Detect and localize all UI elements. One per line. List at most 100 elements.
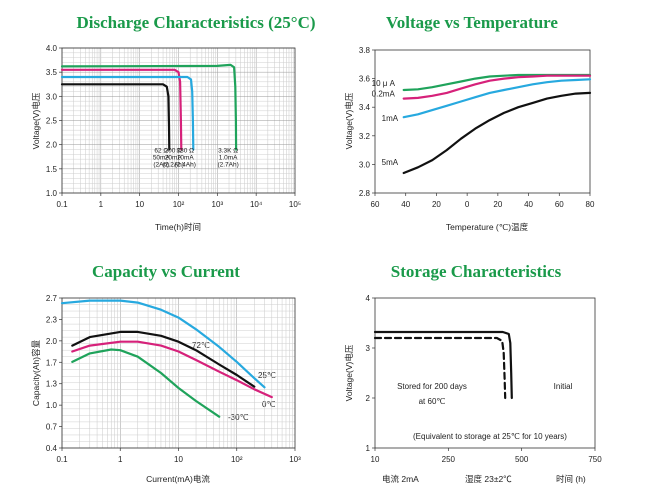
y-tick-label: 3 [366, 344, 371, 353]
y-tick-label: 2.3 [46, 315, 58, 324]
discharge-curve-label: 10mA [177, 155, 195, 162]
chart3-title: Capacity vs Current [92, 262, 240, 281]
y-tick-label: 2.0 [46, 141, 58, 150]
series-line [60, 83, 171, 151]
x-tick-label: 10³ [212, 200, 224, 209]
storage-footer-time: 时间 (h) [556, 474, 586, 484]
chart4-ylabel: Voltage(V)电压 [344, 344, 354, 401]
discharge-curve-label: 1.0mA [219, 155, 238, 162]
x-tick-label: 10³ [289, 455, 301, 464]
y-tick-label: 1.7 [46, 358, 58, 367]
y-tick-label: 2.5 [46, 117, 58, 126]
y-tick-label: 1.3 [46, 380, 58, 389]
x-tick-label: 10 [135, 200, 144, 209]
chart1-xlabel: Time(h)时间 [155, 222, 201, 232]
y-tick-label: 3.8 [359, 46, 371, 55]
x-tick-label: 10² [173, 200, 185, 209]
series-line [373, 330, 513, 400]
discharge-curve-label: 3.3K Ω [218, 148, 238, 155]
series-label: 10 μ A [372, 79, 396, 88]
x-tick-label: 10 [371, 455, 380, 464]
storage-annotation-initial: Initial [554, 382, 573, 391]
discharge-curve-label: (2.2Ah) [163, 162, 184, 169]
chart2-plot: 60 40 20 0 20 40 60 80 2.8 3.0 3.2 3.4 3.6 3.8 10 μ A 0… [359, 46, 595, 209]
series-line [71, 330, 256, 388]
y-tick-label: 0.4 [46, 444, 58, 453]
x-tick-label: 0.1 [56, 200, 68, 209]
x-tick-label: 60 [555, 200, 564, 209]
storage-footer-humidity: 湿度 23±2℃ [465, 474, 512, 484]
series-label: 1mA [382, 114, 399, 123]
y-tick-label: 3.0 [46, 92, 58, 101]
y-tick-label: 2.8 [359, 189, 371, 198]
y-tick-label: 3.6 [359, 75, 371, 84]
series-line [402, 91, 592, 175]
chart3-plot: 0.1 1 10 10² 10³ 0.4 0.7 1.0 1.3 1.7 2.0 2.3 2.7 [46, 294, 301, 464]
y-tick-label: 0.7 [46, 423, 58, 432]
y-tick-label: 4 [366, 294, 371, 303]
y-tick-label: 3.0 [359, 160, 371, 169]
y-tick-label: 1 [366, 444, 371, 453]
series-line [373, 336, 507, 400]
series-label: 5mA [382, 158, 399, 167]
y-tick-label: 1.0 [46, 401, 58, 410]
chart1-title: Discharge Characteristics (25°C) [76, 13, 315, 32]
x-tick-label: 10⁵ [289, 200, 301, 209]
capacity-annotation-minus30c: -30℃ [228, 413, 249, 422]
x-tick-label: 500 [515, 455, 529, 464]
y-tick-label: 3.2 [359, 132, 371, 141]
series-line [402, 78, 592, 119]
y-tick-label: 4.0 [46, 44, 58, 53]
chart2-ylabel: Voltage(V)电压 [344, 92, 354, 149]
x-tick-label: 40 [401, 200, 410, 209]
discharge-curve-label: 50mA [153, 155, 171, 162]
chart1-plot: 0.1 1 10 10² 10³ 10⁴ 10⁵ 1.0 1.5 2.0 2.5 3.0 3.5 4.0 6… [46, 44, 301, 209]
x-tick-label: 750 [588, 455, 602, 464]
discharge-curve-label: 20mA [165, 155, 183, 162]
chart2-frame [374, 49, 591, 194]
discharge-curve-label: 330 Ω [177, 148, 195, 155]
chart4-title: Storage Characteristics [391, 262, 562, 281]
y-tick-label: 3.4 [359, 103, 371, 112]
series-line [60, 299, 266, 389]
chart3-ylabel: Capacity(Ah)容量 [31, 339, 41, 406]
series-line [60, 63, 238, 151]
discharge-curve-label: (2.7Ah) [217, 162, 238, 169]
x-tick-label: 1 [99, 200, 104, 209]
chart3-xlabel: Current(mA)电流 [146, 474, 210, 484]
x-tick-label: 10⁴ [250, 200, 263, 209]
discharge-curve-label: 62 Ω [154, 148, 168, 155]
capacity-annotation-25c: 25℃ [258, 371, 276, 380]
chart1-ylabel: Voltage(V)电压 [31, 92, 41, 149]
y-tick-label: 2.7 [46, 294, 58, 303]
series-line [402, 73, 592, 92]
discharge-curve-label: (2Ah) [153, 162, 169, 169]
x-tick-label: 80 [586, 200, 595, 209]
x-tick-label: 40 [524, 200, 533, 209]
storage-annotation-temp: at 60℃ [419, 397, 446, 406]
y-tick-label: 1.5 [46, 165, 58, 174]
storage-annotation-equivalent: (Equivalent to storage at 25℃ for 10 yea… [413, 432, 567, 441]
x-tick-label: 20 [493, 200, 502, 209]
series-line [71, 340, 273, 399]
series-line [402, 74, 592, 100]
discharge-curve-label: 200 Ω [165, 148, 183, 155]
y-tick-label: 2 [366, 394, 371, 403]
chart2-xlabel: Temperature (℃)温度 [446, 222, 529, 232]
y-tick-label: 2.0 [46, 337, 58, 346]
x-tick-label: 10² [231, 455, 243, 464]
x-tick-label: 1 [118, 455, 123, 464]
x-tick-label: 60 [371, 200, 380, 209]
capacity-annotation-72c: 72℃ [192, 341, 210, 350]
series-label: 0.2mA [372, 90, 396, 99]
x-tick-label: 0 [465, 200, 470, 209]
storage-annotation-stored: Stored for 200 days [397, 382, 467, 391]
x-tick-label: 250 [442, 455, 456, 464]
y-tick-label: 3.5 [46, 68, 58, 77]
chart4-frame [374, 297, 596, 449]
series-line [60, 75, 195, 151]
capacity-annotation-0c: 0℃ [262, 400, 275, 409]
x-tick-label: 0.1 [56, 455, 68, 464]
storage-footer-current: 电流 2mA [382, 474, 419, 484]
discharge-curve-label: (2.4Ah) [175, 162, 196, 169]
